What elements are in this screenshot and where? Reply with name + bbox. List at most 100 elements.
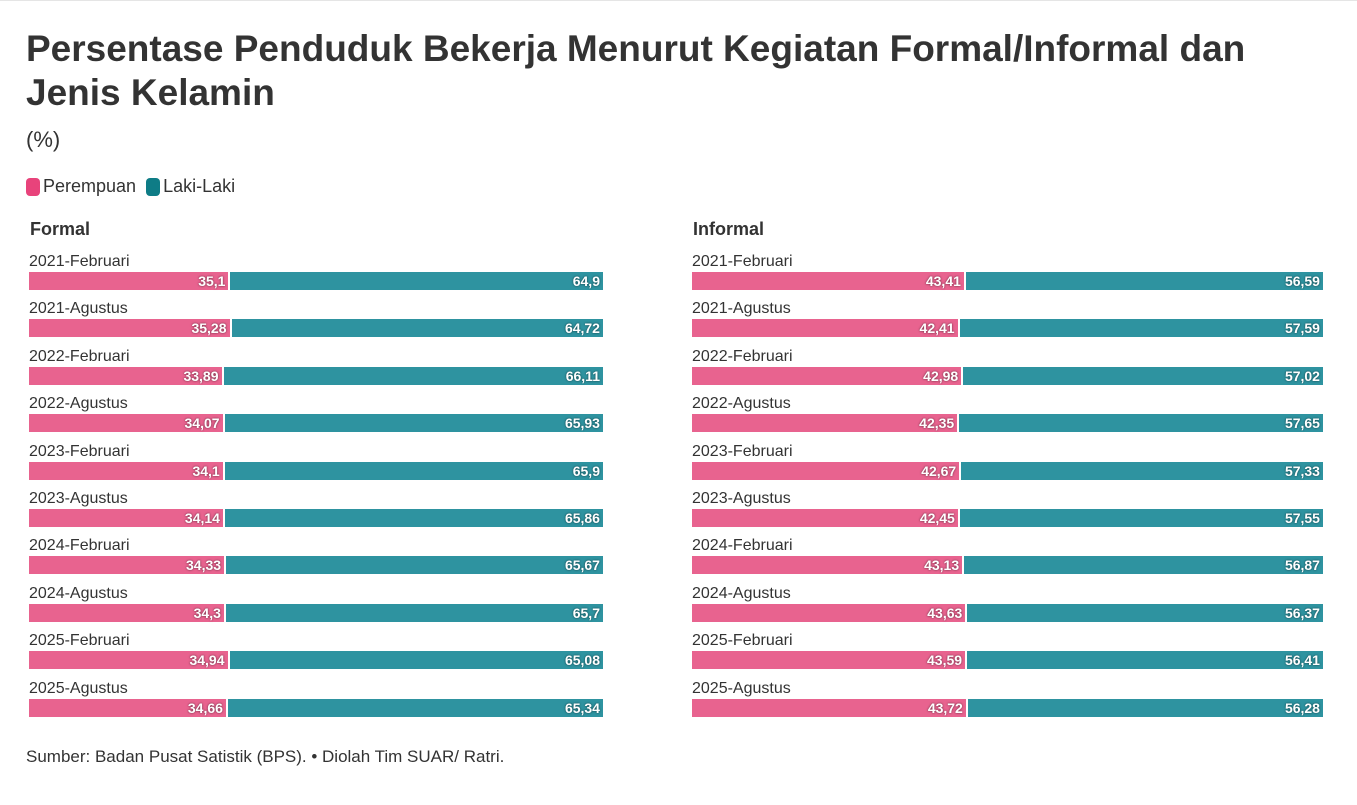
category-label: 2023-Agustus (692, 490, 791, 507)
bar-perempuan[interactable]: 42,41 (692, 319, 960, 338)
bar-perempuan[interactable]: 43,59 (692, 651, 968, 670)
data-label: 65,9 (572, 462, 600, 479)
panel-informal: Informal 2021-Februari 43,41 56,59 2021-Agu… (692, 219, 1323, 729)
stacked-bar: 34,14 65,86 (29, 509, 603, 527)
stacked-bar: 34,66 65,34 (29, 698, 603, 717)
bar-laki-laki[interactable]: 57,65 (959, 414, 1323, 433)
data-label: 56,37 (1284, 604, 1320, 621)
bar-perempuan[interactable]: 34,94 (29, 651, 230, 670)
bar-laki-laki[interactable]: 57,59 (959, 319, 1323, 338)
stacked-bar: 42,45 57,55 (692, 509, 1323, 527)
legend: Perempuan Laki-Laki (26, 176, 235, 197)
legend-swatch-perempuan (26, 177, 40, 196)
bar-perempuan[interactable]: 33,89 (29, 366, 224, 385)
source-note: Sumber: Badan Pusat Satistik (BPS). • Di… (26, 747, 505, 766)
bar-laki-laki[interactable]: 65,86 (224, 509, 603, 527)
data-label: 34,33 (186, 557, 222, 574)
panel-formal: Formal 2021-Februari 35,1 64,9 2021-Agustus… (29, 219, 603, 729)
bar-perempuan[interactable]: 42,35 (692, 414, 960, 433)
bar-laki-laki[interactable]: 65,08 (229, 651, 603, 670)
bar-perempuan[interactable]: 42,67 (692, 461, 962, 480)
bar-laki-laki[interactable]: 57,02 (963, 366, 1323, 385)
category-label: 2025-Agustus (29, 679, 128, 697)
chart-subtitle: (%) (26, 127, 61, 152)
legend-item-perempuan[interactable]: Perempuan (26, 176, 136, 197)
panel-title: Informal (693, 219, 765, 239)
bar-laki-laki[interactable]: 56,37 (967, 603, 1323, 622)
data-label: 42,35 (919, 415, 955, 432)
bar-laki-laki[interactable]: 65,67 (226, 556, 603, 575)
bar-laki-laki[interactable]: 56,87 (964, 556, 1323, 575)
data-label: 43,41 (925, 273, 961, 289)
category-label: 2023-Februari (29, 442, 130, 460)
stacked-bar: 35,1 64,9 (29, 272, 603, 290)
data-label: 42,67 (921, 462, 957, 479)
data-label: 43,59 (927, 652, 963, 669)
bar-laki-laki[interactable]: 65,93 (224, 414, 603, 433)
data-label: 57,55 (1284, 510, 1320, 526)
bar-perempuan[interactable]: 43,41 (692, 272, 966, 290)
category-label: 2025-Februari (692, 632, 793, 650)
category-label: 2024-Februari (692, 537, 793, 555)
bar-perempuan[interactable]: 35,28 (29, 319, 232, 338)
category-label: 2023-Agustus (29, 490, 128, 507)
stacked-bar: 42,67 57,33 (692, 461, 1323, 480)
data-label: 35,1 (198, 273, 226, 289)
data-label: 35,28 (191, 320, 227, 337)
category-label: 2021-Agustus (29, 300, 128, 318)
bar-perempuan[interactable]: 43,13 (692, 556, 965, 575)
stacked-bar: 34,07 65,93 (29, 414, 603, 433)
category-label: 2021-Agustus (692, 300, 791, 318)
legend-swatch-laki-laki (146, 177, 161, 196)
stacked-bar: 43,72 56,28 (692, 698, 1323, 717)
category-label: 2022-Agustus (29, 395, 128, 413)
bar-laki-laki[interactable]: 56,28 (967, 698, 1323, 717)
bar-perempuan[interactable]: 42,45 (692, 509, 960, 527)
bar-perempuan[interactable]: 34,66 (29, 698, 228, 717)
bar-laki-laki[interactable]: 57,33 (961, 461, 1323, 480)
data-label: 65,67 (564, 557, 600, 574)
bar-laki-laki[interactable]: 56,41 (967, 651, 1323, 670)
data-label: 66,11 (565, 367, 600, 384)
bar-perempuan[interactable]: 43,63 (692, 603, 968, 622)
bar-laki-laki[interactable]: 64,9 (230, 272, 603, 290)
bar-perempuan[interactable]: 43,72 (692, 698, 968, 717)
bar-perempuan[interactable]: 34,07 (29, 414, 225, 433)
stacked-bar: 43,63 56,37 (692, 603, 1323, 622)
bar-perempuan[interactable]: 34,14 (29, 509, 225, 527)
bar-laki-laki[interactable]: 66,11 (223, 366, 603, 385)
data-label: 42,98 (923, 367, 959, 384)
category-label: 2023-Februari (692, 442, 793, 460)
bar-laki-laki[interactable]: 65,34 (227, 698, 603, 717)
stacked-bar: 33,89 66,11 (29, 366, 603, 385)
data-label: 34,14 (184, 510, 220, 526)
data-label: 43,63 (927, 604, 963, 621)
data-label: 33,89 (183, 367, 219, 384)
data-label: 34,1 (192, 462, 220, 479)
data-label: 56,41 (1284, 652, 1320, 669)
legend-item-laki-laki[interactable]: Laki-Laki (146, 176, 235, 197)
stacked-bar: 43,59 56,41 (692, 651, 1323, 670)
stacked-bar: 34,94 65,08 (29, 651, 603, 670)
legend-label: Laki-Laki (163, 176, 236, 196)
category-label: 2024-Agustus (692, 584, 791, 602)
data-label: 64,72 (564, 320, 600, 337)
bar-perempuan[interactable]: 34,3 (29, 603, 226, 622)
category-label: 2022-Februari (692, 347, 793, 365)
bar-perempuan[interactable]: 42,98 (692, 366, 964, 385)
bar-perempuan[interactable]: 35,1 (29, 272, 231, 290)
bar-perempuan[interactable]: 34,1 (29, 461, 225, 480)
data-label: 34,3 (193, 604, 221, 621)
bar-laki-laki[interactable]: 64,72 (231, 319, 603, 338)
bar-laki-laki[interactable]: 65,7 (225, 603, 603, 622)
legend-label: Perempuan (43, 176, 137, 196)
data-label: 57,33 (1284, 462, 1320, 479)
bar-laki-laki[interactable]: 57,55 (959, 509, 1323, 527)
bar-perempuan[interactable]: 34,33 (29, 556, 227, 575)
category-label: 2025-Agustus (692, 679, 791, 697)
bar-laki-laki[interactable]: 65,9 (224, 461, 603, 480)
category-label: 2022-Februari (29, 347, 130, 365)
category-label: 2024-Agustus (29, 584, 128, 602)
bar-laki-laki[interactable]: 56,59 (965, 272, 1323, 290)
